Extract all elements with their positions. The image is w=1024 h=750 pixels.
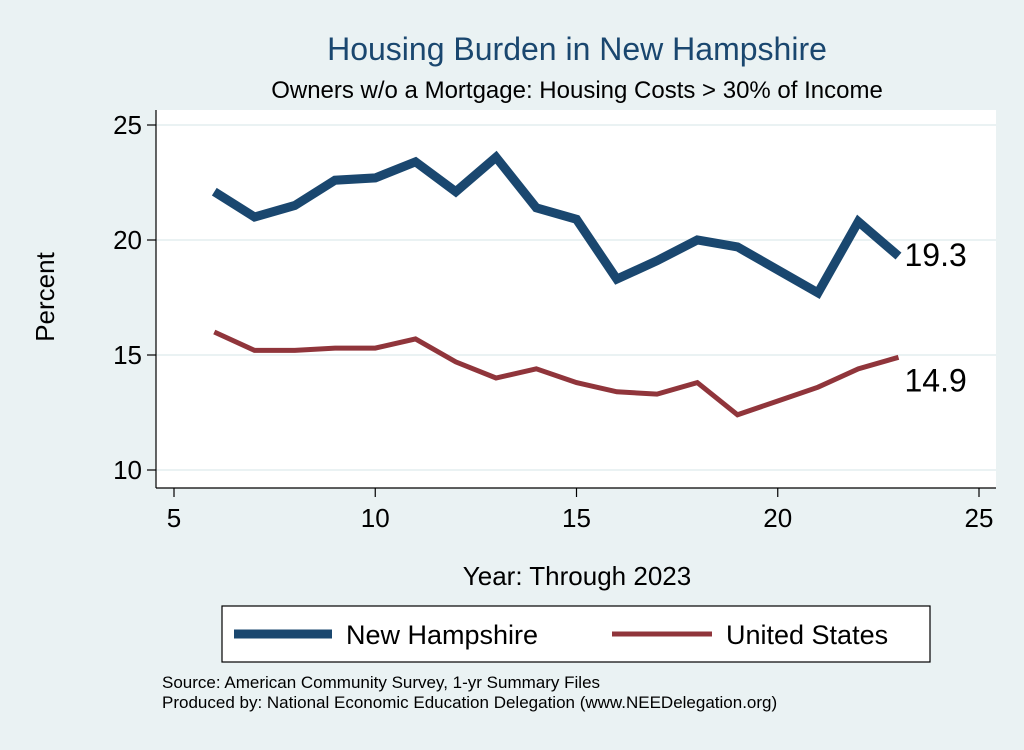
source-note: Source: American Community Survey, 1-yr …	[162, 673, 600, 692]
legend-label-new-hampshire: New Hampshire	[346, 620, 538, 650]
end-label-new-hampshire: 19.3	[905, 237, 967, 273]
x-tick-label-25: 25	[965, 503, 994, 533]
x-tick-label-5: 5	[167, 503, 181, 533]
chart-subtitle: Owners w/o a Mortgage: Housing Costs > 3…	[271, 77, 883, 104]
y-tick-label-15: 15	[113, 340, 142, 370]
y-tick-label-10: 10	[113, 455, 142, 485]
producer-note: Produced by: National Economic Education…	[162, 693, 777, 712]
legend-label-united-states: United States	[726, 620, 888, 650]
x-tick-label-20: 20	[763, 503, 792, 533]
plot-area	[156, 110, 996, 488]
x-axis-label: Year: Through 2023	[463, 561, 691, 591]
y-tick-label-25: 25	[113, 110, 142, 140]
end-label-united-states: 14.9	[905, 362, 967, 398]
y-axis-label: Percent	[30, 251, 60, 341]
chart-title: Housing Burden in New Hampshire	[327, 31, 827, 67]
x-tick-label-10: 10	[361, 503, 390, 533]
y-tick-label-20: 20	[113, 225, 142, 255]
x-tick-label-15: 15	[562, 503, 591, 533]
legend: New Hampshire United States	[222, 606, 930, 662]
